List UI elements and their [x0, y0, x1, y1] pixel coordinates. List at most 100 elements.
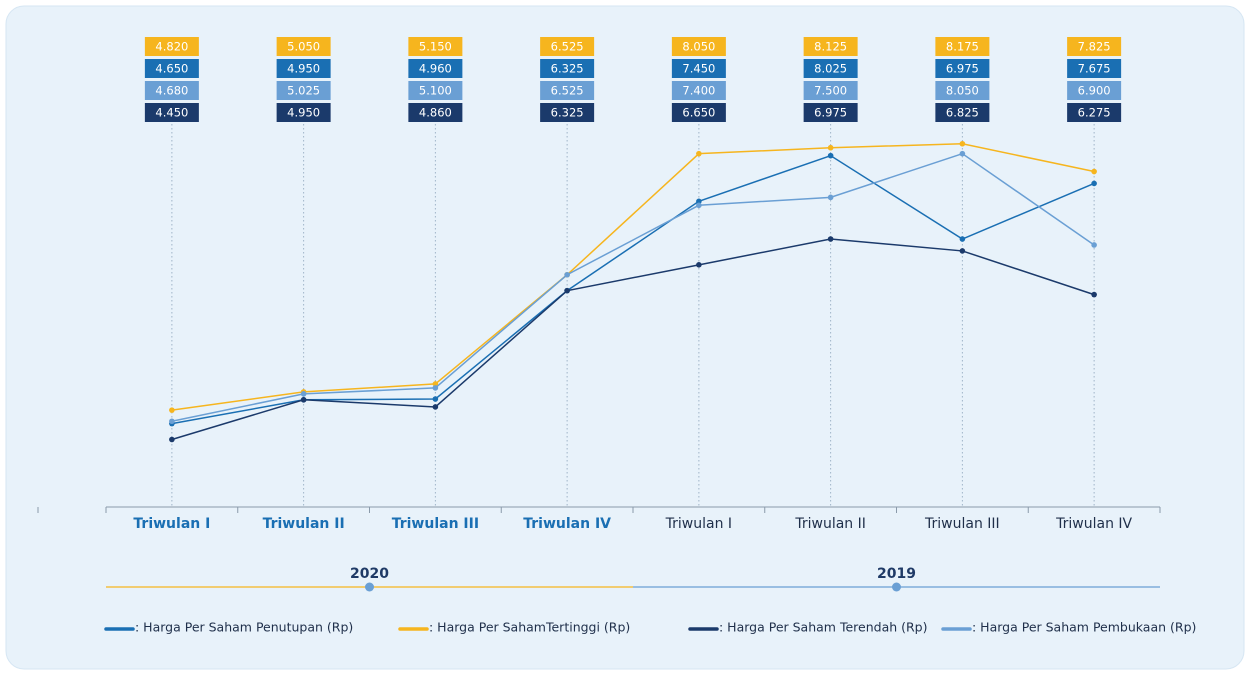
value-label: 8.125	[814, 40, 847, 54]
value-box	[1067, 81, 1122, 100]
value-label: 4.820	[155, 40, 188, 54]
x-tick-label: Triwulan II	[794, 516, 866, 532]
value-label: 6.825	[946, 106, 979, 120]
legend-label: : Harga Per SahamTertinggi (Rp)	[429, 620, 630, 635]
year-dot	[892, 582, 901, 592]
value-label: 4.950	[287, 62, 320, 76]
value-label: 6.525	[551, 84, 584, 98]
point	[696, 198, 702, 205]
value-label: 4.450	[155, 106, 188, 120]
value-box	[276, 59, 331, 78]
value-label: 7.675	[1078, 62, 1111, 76]
value-box	[803, 81, 858, 100]
value-box	[935, 103, 990, 122]
value-box	[276, 103, 331, 122]
x-tick-label: Triwulan III	[924, 516, 1000, 532]
value-box	[1067, 59, 1122, 78]
legend-label: : Harga Per Saham Pembukaan (Rp)	[972, 620, 1196, 635]
year-dot	[365, 582, 374, 592]
series-line	[171, 238, 1095, 441]
value-box	[540, 59, 595, 78]
value-label: 5.100	[419, 84, 452, 98]
point	[959, 236, 966, 242]
value-box	[408, 59, 463, 78]
point	[169, 407, 175, 413]
value-box	[276, 37, 331, 56]
series-line	[171, 152, 1095, 422]
value-box	[408, 103, 463, 122]
value-box	[144, 37, 199, 56]
value-box	[935, 59, 990, 78]
value-box	[408, 37, 463, 56]
point	[564, 271, 570, 278]
value-box	[144, 103, 199, 122]
value-label: 6.525	[551, 40, 584, 54]
value-label: 8.050	[946, 84, 979, 98]
value-label: 6.650	[682, 106, 715, 120]
value-box	[408, 81, 463, 100]
point	[696, 262, 702, 268]
value-box	[935, 37, 990, 56]
value-box	[671, 59, 726, 78]
point	[300, 391, 307, 397]
x-tick-label: Triwulan I	[133, 516, 210, 532]
value-box	[144, 81, 199, 100]
series-line	[171, 154, 1095, 425]
value-label: 6.975	[814, 106, 847, 120]
value-label: 7.400	[682, 84, 715, 98]
value-label: 4.680	[155, 84, 188, 98]
year-label: 2020	[350, 566, 389, 582]
point	[959, 140, 966, 147]
x-tick-label: Triwulan IV	[523, 516, 611, 532]
value-box	[803, 37, 858, 56]
value-box	[540, 103, 595, 122]
legend-label: : Harga Per Saham Penutupan (Rp)	[135, 620, 353, 635]
value-box	[671, 37, 726, 56]
point	[959, 150, 966, 157]
point	[827, 236, 834, 242]
point	[432, 381, 439, 387]
point	[1091, 242, 1097, 248]
card	[5, 5, 1245, 670]
x-tick-label: Triwulan IV	[1055, 516, 1132, 532]
point	[169, 418, 175, 425]
legend-label: : Harga Per Saham Terendah (Rp)	[719, 620, 928, 635]
point	[432, 396, 439, 402]
x-tick-label: Triwulan III	[392, 516, 479, 532]
value-label: 5.025	[287, 84, 320, 98]
value-box	[1067, 103, 1122, 122]
point	[696, 150, 702, 157]
point	[169, 436, 175, 443]
point	[1091, 180, 1097, 187]
point	[1091, 168, 1097, 175]
value-box	[803, 103, 858, 122]
point	[432, 385, 439, 391]
value-label: 4.950	[287, 106, 320, 120]
value-label: 4.960	[419, 62, 452, 76]
value-box	[540, 37, 595, 56]
value-box	[671, 81, 726, 100]
value-box	[671, 103, 726, 122]
value-label: 6.900	[1078, 84, 1111, 98]
point	[300, 397, 307, 403]
value-label: 5.150	[419, 40, 452, 54]
value-label: 6.325	[551, 106, 584, 120]
x-tick-label: Triwulan I	[665, 516, 732, 532]
value-label: 8.050	[682, 40, 715, 54]
value-box	[1067, 37, 1122, 56]
value-label: 7.825	[1078, 40, 1111, 54]
point	[827, 152, 834, 159]
value-label: 6.325	[551, 62, 584, 76]
value-label: 4.860	[419, 106, 452, 120]
point	[959, 248, 966, 254]
value-label: 8.175	[946, 40, 979, 54]
value-box	[276, 81, 331, 100]
series-line	[171, 142, 1095, 411]
value-label: 6.275	[1078, 106, 1111, 120]
point	[696, 202, 702, 209]
point	[1091, 291, 1097, 298]
point	[564, 287, 570, 294]
x-tick-label: Triwulan II	[263, 516, 345, 532]
value-label: 8.025	[814, 62, 847, 76]
